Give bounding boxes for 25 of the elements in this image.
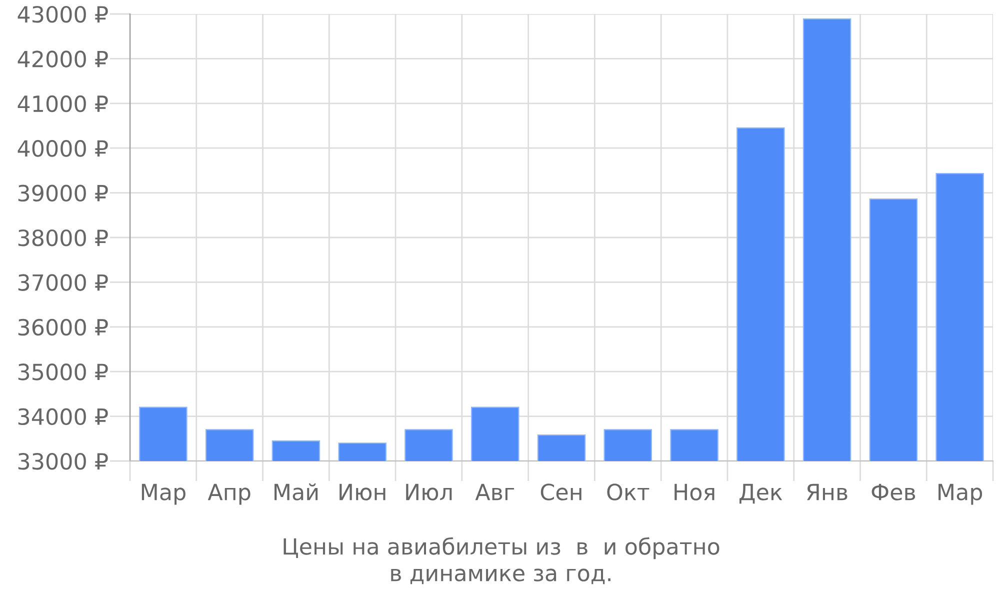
y-tick-label: 38000 ₽ [18, 229, 108, 246]
y-tick-label: 36000 ₽ [18, 318, 108, 336]
y-tick-label: 40000 ₽ [18, 140, 108, 157]
x-tick-label: Апр [208, 484, 250, 505]
x-tick-label: Янв [806, 484, 848, 500]
y-tick-label: 39000 ₽ [18, 184, 108, 202]
y-tick-label: 37000 ₽ [18, 274, 108, 291]
x-tick-label: Фев [872, 484, 916, 500]
x-tick-label: Мар [938, 484, 982, 505]
y-tick-label: 35000 ₽ [18, 364, 108, 380]
x-tick-label: Сен [540, 484, 582, 500]
x-tick-label: Июн [340, 484, 386, 500]
y-tick-label: 43000 ₽ [18, 6, 108, 23]
text: Цены на авиабилеты из в и обратно в динамике за год. [284, 537, 720, 584]
x-tick-label: Авг [475, 484, 514, 500]
x-tick-label: Май [274, 483, 318, 500]
x-tick-label: Ноя [674, 484, 714, 500]
x-tick-label: Июл [406, 484, 452, 500]
y-tick-label: 33000 ₽ [18, 452, 108, 470]
y-tick-label: 34000 ₽ [18, 408, 108, 426]
x-tick-label: Мар [142, 484, 186, 505]
y-tick-label: 41000 ₽ [18, 95, 108, 112]
y-tick-label: 42000 ₽ [18, 50, 108, 68]
x-tick-label: Дек [740, 484, 782, 504]
x-tick-label: Окт [607, 484, 650, 500]
